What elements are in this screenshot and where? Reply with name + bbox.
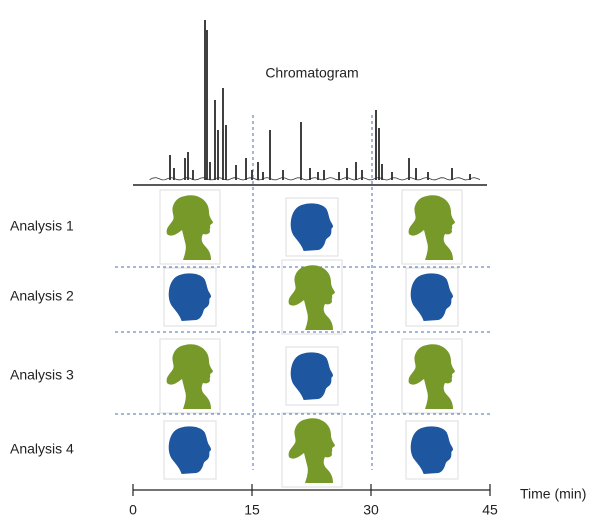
male-silhouette <box>168 273 212 322</box>
tick-label: 0 <box>129 502 137 518</box>
image-frame <box>401 189 463 265</box>
image-frame <box>163 267 217 327</box>
image-frame <box>405 420 459 480</box>
noise <box>149 177 481 181</box>
image-frame <box>159 338 221 414</box>
image-frame <box>285 197 339 257</box>
row-label: Analysis 3 <box>10 367 74 383</box>
row-label: Analysis 1 <box>10 218 74 234</box>
female-silhouette <box>288 265 335 330</box>
female-silhouette <box>288 418 335 483</box>
time-axis-label: Time (min) <box>520 486 586 502</box>
male-silhouette <box>290 352 334 401</box>
tick-label: 30 <box>363 502 379 518</box>
female-silhouette <box>166 344 213 409</box>
image-frame <box>281 412 343 488</box>
tick-label: 45 <box>482 502 498 518</box>
image-frame <box>163 420 217 480</box>
male-silhouette <box>410 273 454 322</box>
peaks <box>169 20 471 180</box>
male-silhouette <box>290 203 334 252</box>
female-silhouette <box>166 195 213 260</box>
image-frame <box>285 346 339 406</box>
male-silhouette <box>410 426 454 475</box>
image-frame <box>281 259 343 335</box>
row-label: Analysis 4 <box>10 441 74 457</box>
chromatogram-title: Chromatogram <box>265 65 358 81</box>
image-frame <box>405 267 459 327</box>
chromatogram <box>133 20 487 186</box>
female-silhouette <box>408 344 455 409</box>
female-silhouette <box>408 195 455 260</box>
image-frame <box>159 189 221 265</box>
image-frame <box>401 338 463 414</box>
row-label: Analysis 2 <box>10 288 74 304</box>
tick-label: 15 <box>244 502 260 518</box>
male-silhouette <box>168 426 212 475</box>
